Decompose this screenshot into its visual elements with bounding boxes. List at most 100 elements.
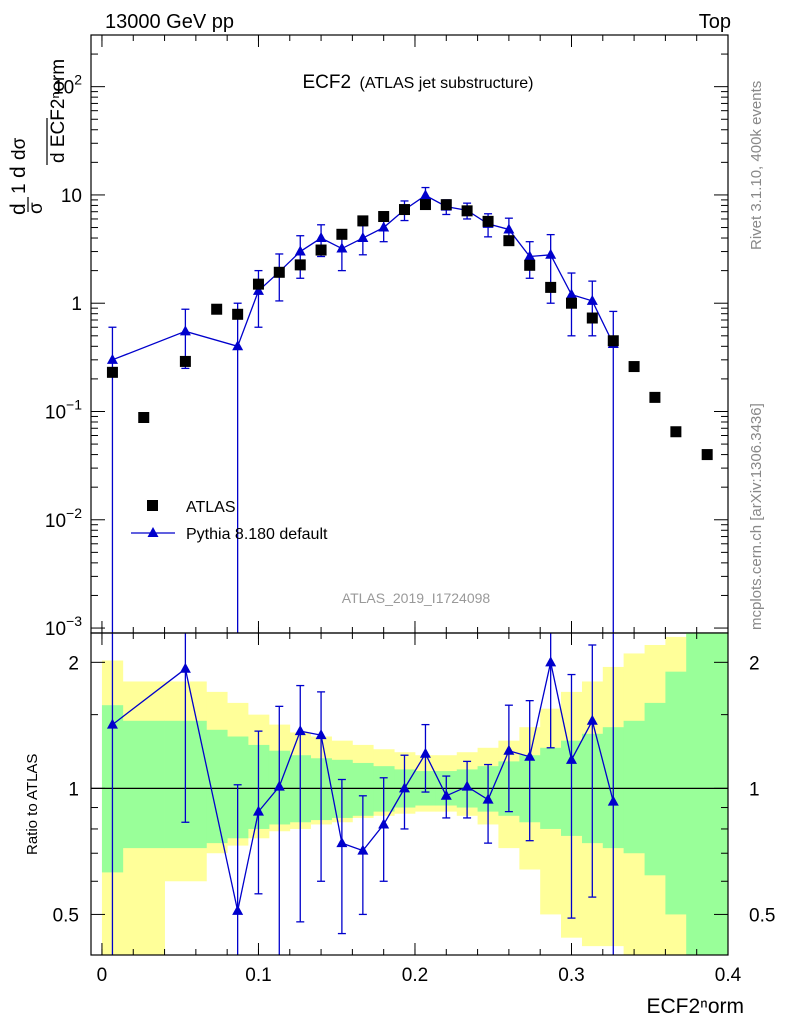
inner-band-segment	[122, 720, 165, 849]
ratio-point	[586, 714, 598, 725]
mc-point	[565, 288, 577, 299]
main-y-tick-base: 10	[53, 78, 74, 99]
main-y-tick-base: 10	[45, 402, 66, 423]
ratio-point	[565, 753, 577, 764]
analysis-id: ATLAS_2019_I1724098	[342, 590, 491, 606]
energy-label: 13000 GeV pp	[105, 11, 234, 33]
atlas-point	[398, 204, 410, 216]
mc-point	[294, 245, 306, 256]
inner-band-segment	[686, 633, 729, 955]
mc-point	[524, 250, 536, 261]
inner-band-segment	[623, 720, 645, 854]
legend-data-marker	[147, 500, 158, 511]
atlas-point	[294, 259, 306, 271]
main-y-tick-label: 10−1	[45, 396, 82, 423]
main-y-tick-label: 1	[71, 294, 82, 315]
atlas-point	[179, 355, 191, 367]
main-y-tick-label: 102	[53, 72, 82, 99]
rivet-label: Rivet 3.1.10, 400k events	[748, 81, 765, 250]
main-y-tick-base: 10	[45, 619, 66, 640]
atlas-point	[628, 361, 640, 373]
mc-point	[545, 248, 557, 259]
main-plot-marks	[106, 186, 713, 633]
ratio-point	[545, 656, 557, 667]
atlas-point	[273, 266, 285, 278]
atlas-point	[315, 244, 327, 256]
legend-mc-marker	[147, 527, 159, 537]
ylabel-part-6: d ECF2ⁿorm	[48, 59, 69, 163]
mc-point	[503, 223, 515, 234]
inner-band-segment	[665, 671, 687, 915]
main-y-tick-label: 10−2	[45, 505, 82, 532]
ratio-y-tick-label: 0.5	[53, 905, 79, 926]
main-y-tick-exp: −2	[66, 505, 82, 521]
main-ylabel: d 1 σ d dσ d ECF2ⁿorm	[7, 59, 69, 215]
atlas-point	[336, 228, 348, 240]
mc-point	[252, 284, 264, 295]
ratio-y-tick-label: 2	[68, 653, 79, 674]
x-axis-label: ECF2ⁿorm	[646, 995, 744, 1018]
atlas-point	[232, 308, 244, 320]
atlas-point	[378, 211, 390, 223]
ratio-point	[315, 729, 327, 740]
ratio-point	[482, 793, 494, 804]
main-y-tick-label: 10−3	[45, 613, 82, 640]
plot-title: ECF2 (ATLAS jet substructure)	[302, 72, 533, 93]
ratio-point	[607, 795, 619, 806]
x-tick-label: 0.3	[558, 965, 584, 986]
ylabel-part-3: σ	[26, 202, 47, 214]
ratio-point	[398, 782, 410, 793]
atlas-point	[440, 199, 452, 211]
ratio-panel: 0 0.1 0.2 0.3 0.4 0.5 0.5 1 1 2 2	[53, 632, 775, 986]
ylabel-part-4: d	[7, 166, 30, 178]
ratio-y-tick-label: 1	[68, 779, 79, 800]
atlas-point	[607, 335, 619, 347]
atlas-point	[586, 312, 598, 324]
atlas-point	[138, 412, 150, 424]
ratio-ylabel: Ratio to ATLAS	[24, 754, 41, 855]
atlas-point	[524, 259, 536, 271]
ratio-point	[378, 818, 390, 829]
inner-band-segment	[644, 702, 666, 876]
legend-data-label: ATLAS	[186, 499, 236, 516]
mc-point	[378, 221, 390, 232]
atlas-point	[545, 281, 557, 293]
mc-point	[586, 294, 598, 305]
process-label: Top	[699, 11, 731, 33]
ratio-panel-frame	[90, 632, 729, 956]
ratio-point	[419, 747, 431, 758]
x-tick-label: 0.1	[245, 965, 271, 986]
ratio-point	[294, 725, 306, 736]
main-y-tick-base: 10	[61, 186, 82, 207]
mc-point	[106, 353, 118, 364]
ratio-point	[273, 780, 285, 791]
ratio-y-tick-label-right: 0.5	[749, 905, 775, 926]
mc-point	[232, 340, 244, 351]
main-y-tick-exp: 2	[74, 72, 82, 88]
x-tick-label: 0	[97, 965, 108, 986]
ratio-point	[357, 844, 369, 855]
mc-point	[315, 232, 327, 243]
main-y-tick-base: 1	[71, 294, 82, 315]
atlas-point	[503, 235, 515, 247]
ylabel-part-1: d	[7, 203, 30, 215]
atlas-point	[106, 366, 118, 378]
ratio-point	[503, 744, 515, 755]
atlas-point	[649, 391, 661, 403]
ratio-point	[252, 805, 264, 816]
inner-band-segment	[352, 762, 374, 816]
mc-point	[179, 325, 191, 336]
atlas-point	[565, 297, 577, 309]
atlas-point	[252, 278, 264, 290]
atlas-point	[419, 199, 431, 211]
ratio-point	[232, 904, 244, 915]
main-y-tick-label: 10	[61, 186, 82, 207]
atlas-point	[482, 215, 494, 227]
legend-mc-label: Pythia 8.180 default	[186, 526, 328, 543]
plot-title-main: ECF2	[302, 72, 351, 93]
x-tick-label: 0.4	[715, 965, 742, 986]
inner-band-segment	[206, 729, 228, 844]
